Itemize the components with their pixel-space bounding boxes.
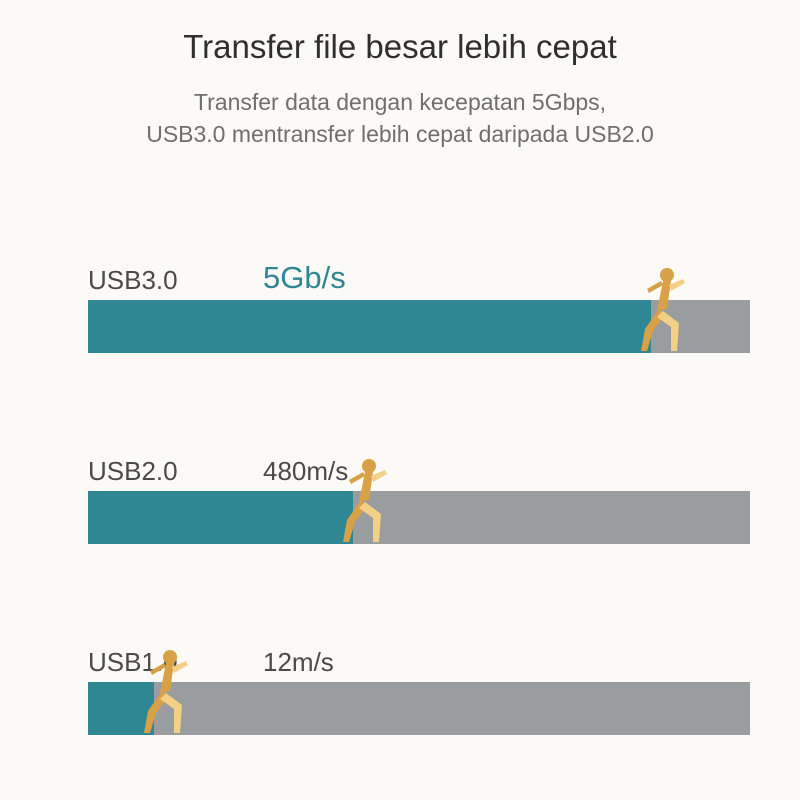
- page-title: Transfer file besar lebih cepat: [0, 28, 800, 66]
- subtitle-line-1: Transfer data dengan kecepatan 5Gbps,: [194, 89, 606, 115]
- runner-icon: [130, 647, 190, 735]
- speed-comparison-chart: USB3.0 5Gb/s USB2.0480m/s: [88, 260, 750, 735]
- row-speed: 12m/s: [263, 647, 334, 678]
- row-name: USB2.0: [88, 456, 178, 487]
- bar-track: [88, 300, 750, 353]
- bar-fill: [88, 300, 651, 353]
- runner-icon: [627, 265, 687, 353]
- row-name: USB3.0: [88, 265, 178, 296]
- page-subtitle: Transfer data dengan kecepatan 5Gbps, US…: [0, 86, 800, 150]
- chart-row: USB1.012m/s: [88, 642, 750, 735]
- bar-track: [88, 491, 750, 544]
- subtitle-line-2: USB3.0 mentransfer lebih cepat daripada …: [146, 121, 654, 147]
- row-speed: 5Gb/s: [263, 260, 346, 296]
- runner-icon: [329, 456, 389, 544]
- chart-row: USB2.0480m/s: [88, 451, 750, 544]
- chart-row: USB3.0 5Gb/s: [88, 260, 750, 353]
- bar-fill: [88, 491, 353, 544]
- bar-track: [88, 682, 750, 735]
